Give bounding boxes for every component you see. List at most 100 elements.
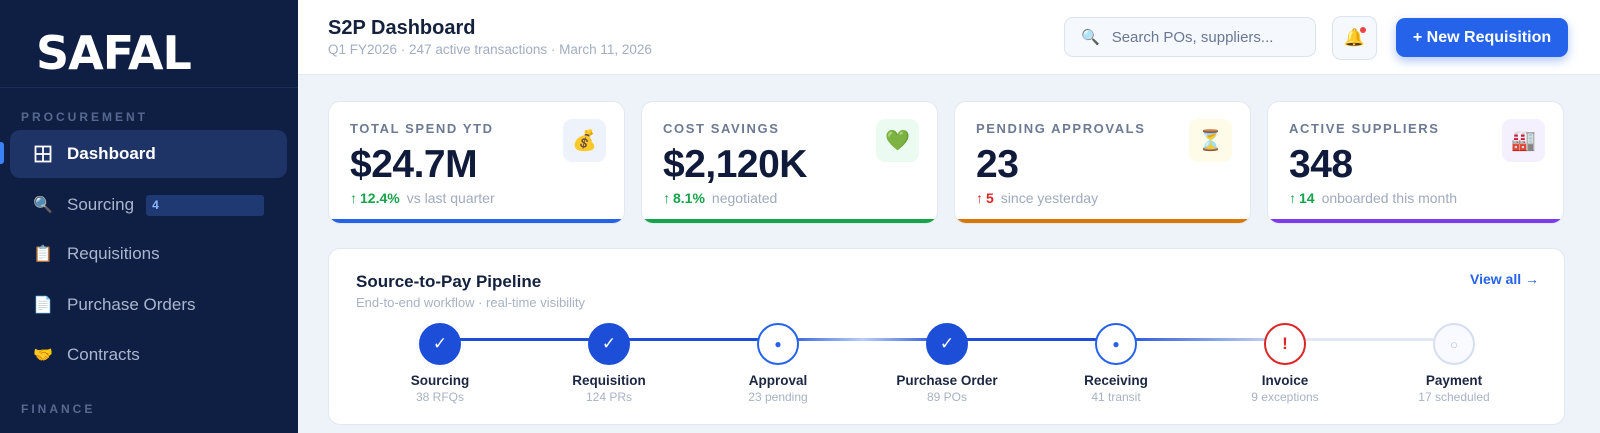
sidebar-item-purchase-orders[interactable]: 📄 Purchase Orders (10, 281, 287, 329)
pipeline-track-segment (440, 338, 609, 341)
magnifier-icon: 🔍 (33, 197, 53, 214)
bell-icon: 🔔 (1343, 28, 1366, 47)
top-header: S2P Dashboard Q1 FY2026 · 247 active tra… (298, 0, 1600, 75)
kpi-card-total-spend[interactable]: TOTAL SPEND YTD $24.7M ↑ 12.4% vs last q… (328, 101, 625, 224)
arrow-up-icon: ↑ (1289, 190, 1296, 206)
kpi-accent-bar (329, 219, 624, 223)
kpi-value: 348 (1289, 143, 1353, 186)
new-requisition-button[interactable]: + New Requisition (1396, 18, 1568, 57)
search-input[interactable] (1111, 28, 1282, 46)
pipeline-stage-sourcing[interactable]: ✓ Sourcing 38 RFQs (360, 323, 520, 404)
sidebar-item-label: Requisitions (67, 244, 160, 263)
sidebar-item-label: Dashboard (67, 144, 156, 163)
in-progress-dot-icon: ● (757, 323, 799, 365)
check-icon: ✓ (588, 323, 630, 365)
kpi-value: $2,120K (663, 143, 807, 186)
kpi-delta: ↑ 8.1% negotiated (663, 190, 777, 206)
sidebar-item-requisitions[interactable]: 📋 Requisitions (10, 230, 287, 278)
section-label-finance: FINANCE (21, 402, 96, 416)
stage-meta: 23 pending (748, 390, 808, 404)
pipeline-track-segment (609, 338, 778, 341)
hourglass-icon: ⏳ (1189, 119, 1232, 162)
kpi-delta-value: 5 (986, 190, 994, 206)
sourcing-count-badge: 4 (146, 194, 265, 216)
sidebar-item-contracts[interactable]: 🤝 Contracts (10, 331, 287, 379)
stage-name: Receiving (1084, 373, 1148, 388)
check-icon: ✓ (926, 323, 968, 365)
stage-meta: 17 scheduled (1418, 390, 1490, 404)
money-bag-icon: 💰 (563, 119, 606, 162)
pipeline-track-segment (947, 338, 1116, 341)
clipboard-icon: 📋 (33, 246, 53, 263)
document-icon: 📄 (33, 297, 53, 314)
pipeline-stage-purchase-order[interactable]: ✓ Purchase Order 89 POs (867, 323, 1027, 404)
stage-name: Purchase Order (896, 373, 998, 388)
sidebar-item-label: Contracts (67, 345, 140, 364)
grid-icon (32, 143, 54, 165)
kpi-card-active-suppliers[interactable]: ACTIVE SUPPLIERS 348 ↑ 14 onboarded this… (1267, 101, 1564, 224)
kpi-value: 23 (976, 143, 1019, 186)
kpi-value: $24.7M (350, 143, 478, 186)
page-title: S2P Dashboard (328, 17, 476, 39)
kpi-accent-bar (642, 219, 937, 223)
arrow-up-icon: ↑ (350, 190, 357, 206)
handshake-icon: 🤝 (33, 347, 53, 364)
sidebar-item-label: Sourcing (67, 195, 135, 214)
kpi-label: TOTAL SPEND YTD (350, 121, 494, 136)
kpi-delta: ↑ 5 since yesterday (976, 190, 1098, 206)
kpi-accent-bar (1268, 219, 1563, 223)
pipeline-stage-requisition[interactable]: ✓ Requisition 124 PRs (529, 323, 689, 404)
stage-meta: 38 RFQs (415, 390, 464, 404)
factory-icon: 🏭 (1502, 119, 1545, 162)
stage-name: Requisition (572, 373, 646, 388)
pipeline-track-segment (1285, 338, 1454, 341)
pipeline-stage-payment[interactable]: ○ Payment 17 scheduled (1374, 323, 1534, 404)
pipeline-stage-approval[interactable]: ● Approval 23 pending (698, 323, 858, 404)
kpi-label: COST SAVINGS (663, 121, 780, 136)
pipeline-stage-receiving[interactable]: ● Receiving 41 transit (1036, 323, 1196, 404)
stage-meta: 89 POs (926, 390, 968, 404)
view-all-link[interactable]: View all → (1470, 271, 1539, 287)
kpi-label: PENDING APPROVALS (976, 121, 1146, 136)
sidebar: SAFAL PROCUREMENT Dashboard 🔍 Sourcing 4… (0, 0, 298, 433)
check-icon: ✓ (419, 323, 461, 365)
pipeline-title: Source-to-Pay Pipeline (356, 272, 542, 291)
pipeline-track-segment (1116, 338, 1285, 341)
page-subtitle: Q1 FY2026 · 247 active transactions · Ma… (328, 42, 652, 57)
search-icon: 🔍 (1081, 29, 1100, 46)
stage-name: Payment (1425, 373, 1483, 388)
notification-dot (1360, 27, 1366, 33)
heart-icon: 💚 (876, 119, 919, 162)
stage-name: Sourcing (410, 373, 470, 388)
kpi-delta-note: since yesterday (1000, 190, 1099, 206)
kpi-delta-value: 14 (1299, 190, 1315, 206)
logo-area: SAFAL (0, 0, 298, 88)
stage-meta: 124 PRs (585, 390, 633, 404)
kpi-label: ACTIVE SUPPLIERS (1289, 121, 1440, 136)
brand-logo[interactable]: SAFAL (36, 26, 192, 80)
sidebar-item-dashboard[interactable]: Dashboard (10, 130, 287, 178)
kpi-delta: ↑ 14 onboarded this month (1289, 190, 1457, 206)
kpi-delta: ↑ 12.4% vs last quarter (350, 190, 495, 206)
stage-name: Invoice (1261, 373, 1309, 388)
empty-circle-icon: ○ (1433, 323, 1475, 365)
pipeline-track-segment (778, 338, 947, 341)
kpi-delta-note: vs last quarter (406, 190, 495, 206)
kpi-delta-note: negotiated (711, 190, 778, 206)
arrow-up-icon: ↑ (663, 190, 670, 206)
search-box[interactable]: 🔍 (1064, 17, 1316, 57)
stage-meta: 9 exceptions (1251, 390, 1319, 404)
section-label-procurement: PROCUREMENT (21, 110, 149, 124)
in-progress-dot-icon: ● (1095, 323, 1137, 365)
kpi-delta-value: 12.4% (360, 190, 400, 206)
sidebar-item-label: Purchase Orders (67, 295, 196, 314)
arrow-up-icon: ↑ (976, 190, 983, 206)
kpi-delta-value: 8.1% (673, 190, 705, 206)
exclamation-icon: ! (1264, 323, 1306, 365)
notifications-button[interactable]: 🔔 (1332, 16, 1377, 60)
kpi-accent-bar (955, 219, 1250, 223)
kpi-card-pending-approvals[interactable]: PENDING APPROVALS 23 ↑ 5 since yesterday… (954, 101, 1251, 224)
kpi-card-cost-savings[interactable]: COST SAVINGS $2,120K ↑ 8.1% negotiated 💚 (641, 101, 938, 224)
sidebar-item-sourcing[interactable]: 🔍 Sourcing 4 (10, 181, 287, 229)
pipeline-stage-invoice[interactable]: ! Invoice 9 exceptions (1205, 323, 1365, 404)
